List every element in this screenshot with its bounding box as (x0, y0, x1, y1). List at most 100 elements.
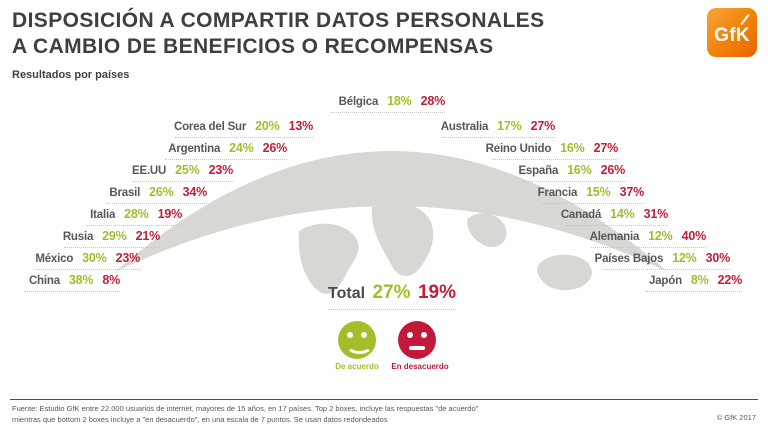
disagree-value: 30% (705, 251, 731, 265)
disagree-value: 22% (717, 273, 743, 287)
agree-value: 26% (149, 185, 174, 199)
country-row: Italia 28% 19% (87, 207, 182, 226)
disagree-value: 27% (530, 119, 556, 133)
disagree-value: 23% (115, 251, 141, 265)
happy-smiley-icon (338, 321, 376, 359)
smiley-eye (407, 332, 413, 338)
country-label: Países Bajos (594, 253, 664, 265)
disagree-value: 27% (593, 141, 619, 155)
subtitle: Resultados por países (12, 69, 130, 81)
country-label: Corea del Sur (173, 121, 247, 133)
agree-value: 16% (560, 141, 585, 155)
country-row: EE.UU 25% 23% (132, 163, 234, 182)
smiley-smile-mouth (346, 336, 373, 354)
agree-value: 25% (175, 163, 200, 177)
disagree-value: 37% (619, 185, 645, 199)
agree-value: 17% (497, 119, 522, 133)
country-row: Alemania 12% 40% (589, 229, 707, 248)
footer-divider (10, 399, 758, 400)
country-label: Alemania (589, 231, 640, 243)
country-label: Japón (649, 275, 682, 287)
legend-label-agree: De acuerdo (335, 362, 379, 371)
disagree-value: 26% (600, 163, 626, 177)
country-label: Italia (90, 209, 116, 221)
country-row: Australia 17% 27% (440, 119, 556, 138)
total-disagree-value: 19% (417, 282, 456, 303)
map-northern-continents (115, 151, 668, 272)
country-row: Canadá 14% 31% (561, 207, 669, 226)
title-line-2: A CAMBIO DE BENEFICIOS O RECOMPENSAS (12, 35, 494, 58)
country-row: España 16% 26% (518, 163, 626, 182)
country-row: Francia 15% 37% (537, 185, 645, 204)
source-note-line-1: Fuente: Estudio GfK entre 22.000 usuario… (12, 404, 479, 413)
country-label: Rusia (62, 231, 94, 243)
agree-value: 16% (567, 163, 592, 177)
agree-value: 8% (690, 273, 709, 287)
smiley-eye (347, 332, 353, 338)
smiley-flat-mouth (409, 346, 425, 350)
country-label: EE.UU (132, 165, 167, 177)
map-australia (537, 254, 592, 291)
agree-value: 20% (255, 119, 280, 133)
map-southeast-asia (467, 213, 507, 248)
title-line-1: DISPOSICIÓN A COMPARTIR DATOS PERSONALES (12, 9, 545, 32)
source-note-line-2: mientras que bottom 2 boxes incluye a "e… (12, 414, 388, 424)
country-label: Brasil (109, 187, 141, 199)
disagree-value: 21% (135, 229, 161, 243)
agree-value: 30% (82, 251, 107, 265)
disagree-value: 23% (208, 163, 234, 177)
disagree-value: 19% (157, 207, 183, 221)
country-label: Australia (440, 121, 489, 133)
disagree-value: 26% (262, 141, 288, 155)
country-row: México 30% 23% (35, 251, 141, 270)
disagree-value: 34% (182, 185, 208, 199)
agree-value: 12% (648, 229, 673, 243)
total-row: Total 27% 19% (328, 282, 456, 310)
total-agree-value: 27% (372, 282, 411, 303)
country-row: Rusia 29% 21% (62, 229, 161, 248)
smiley-eye (361, 332, 367, 338)
logo-text: GfK (714, 24, 750, 46)
country-label: China (28, 275, 60, 287)
agree-value: 18% (387, 94, 412, 108)
disagree-value: 40% (681, 229, 707, 243)
agree-value: 28% (124, 207, 149, 221)
country-label: España (518, 165, 559, 177)
country-row: Argentina 24% 26% (165, 141, 287, 160)
agree-value: 24% (229, 141, 254, 155)
country-row: Japón 8% 22% (646, 273, 742, 292)
country-row: Países Bajos 12% 30% (595, 251, 731, 270)
disagree-value: 8% (102, 273, 120, 287)
disagree-value: 28% (420, 94, 446, 108)
disagree-value: 31% (643, 207, 669, 221)
country-row: China 38% 8% (24, 273, 120, 292)
smiley-eye (421, 332, 427, 338)
country-label: Francia (537, 187, 578, 199)
country-row: Reino Unido 16% 27% (486, 141, 619, 160)
total-label: Total (328, 285, 366, 302)
country-label: México (35, 253, 74, 265)
agree-value: 12% (672, 251, 697, 265)
legend-label-disagree: En desacuerdo (391, 362, 449, 371)
country-label: Canadá (560, 209, 602, 221)
country-label: Reino Unido (485, 143, 552, 155)
agree-value: 38% (68, 273, 94, 287)
country-row: Brasil 26% 34% (107, 185, 207, 204)
country-row: Bélgica 18% 28% (331, 94, 445, 113)
copyright: © GfK 2017 (716, 413, 756, 422)
agree-value: 14% (610, 207, 635, 221)
agree-value: 29% (102, 229, 127, 243)
unhappy-smiley-icon (398, 321, 436, 359)
gfk-logo: GfK (707, 8, 757, 57)
country-label: Bélgica (338, 96, 379, 108)
disagree-value: 13% (288, 119, 314, 133)
country-label: Argentina (168, 143, 221, 155)
map-africa (371, 202, 434, 277)
agree-value: 15% (586, 185, 611, 199)
source-note: Fuente: Estudio GfK entre 22.000 usuario… (12, 404, 478, 425)
map-south-america (298, 223, 359, 294)
country-row: Corea del Sur 20% 13% (173, 119, 314, 138)
page-title: DISPOSICIÓN A COMPARTIR DATOS PERSONALES… (12, 8, 545, 60)
